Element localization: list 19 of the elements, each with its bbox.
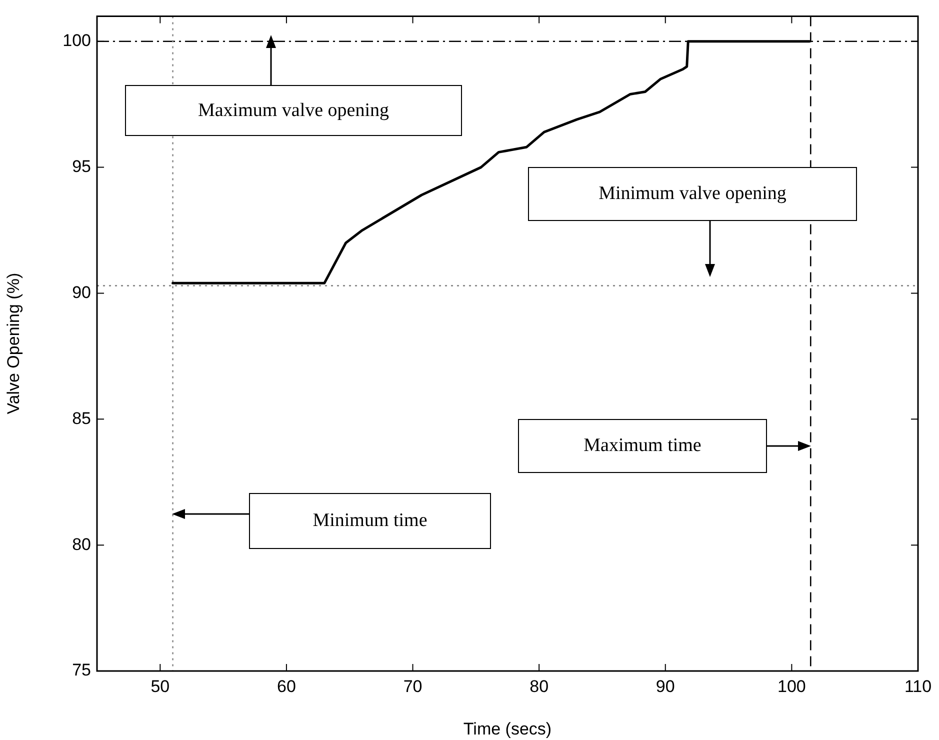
y-tick-label: 95 (72, 156, 91, 176)
x-tick-label: 60 (277, 676, 296, 696)
callout-box: Maximum time (518, 419, 767, 473)
y-tick-label: 90 (72, 282, 91, 302)
x-tick-label: 50 (150, 676, 170, 696)
x-tick-label: 90 (656, 676, 675, 696)
y-tick-label: 100 (62, 31, 91, 50)
y-axis-title: Valve Opening (%) (4, 272, 23, 414)
callout-box: Minimum valve opening (528, 167, 857, 221)
x-tick-label: 100 (778, 676, 806, 696)
y-tick-label: 75 (72, 660, 91, 680)
x-tick-label: 80 (530, 676, 549, 696)
y-tick-label: 80 (72, 534, 91, 554)
x-tick-label: 110 (904, 676, 932, 696)
x-tick-label: 70 (403, 676, 422, 696)
x-axis-title: Time (secs) (463, 719, 552, 738)
callout-box: Maximum valve opening (125, 85, 462, 136)
y-tick-label: 85 (72, 408, 91, 428)
callout-box: Minimum time (249, 493, 491, 549)
